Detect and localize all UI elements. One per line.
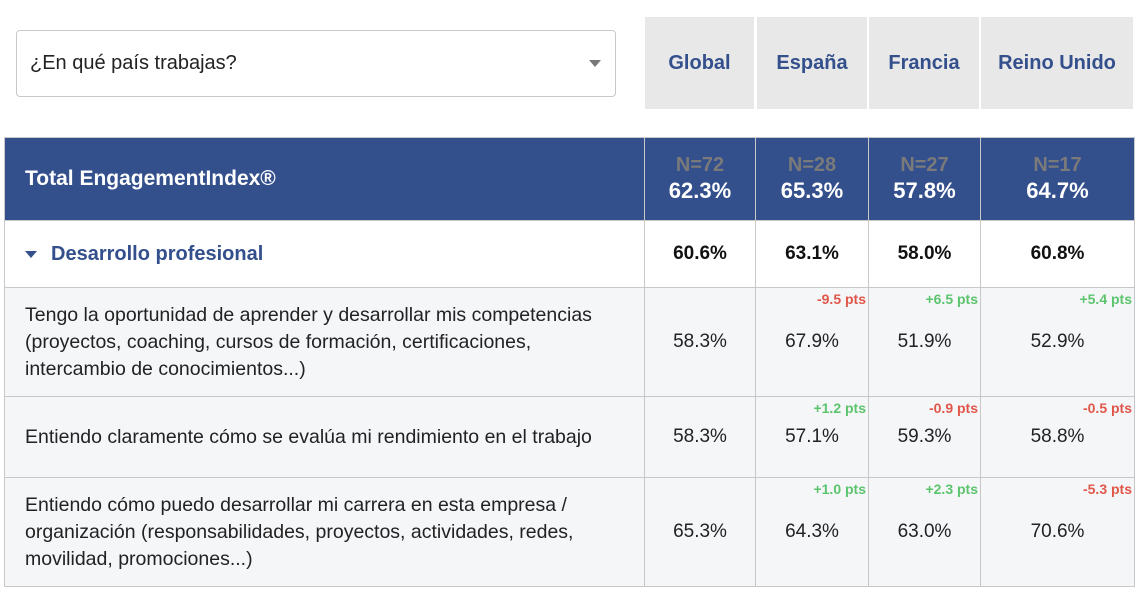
value: 58.3% [673, 331, 727, 352]
value: 59.3% [897, 426, 952, 447]
question-label: Tengo la oportunidad de aprender y desar… [4, 287, 645, 397]
total-cell: N=28 65.3% [755, 137, 869, 221]
value-cell: 58.3% [644, 396, 756, 478]
sample-size: N=17 [1033, 154, 1082, 176]
value: 58.3% [673, 426, 727, 447]
value-cell: -5.3 pts 70.6% [980, 477, 1135, 587]
delta: -9.5 pts [816, 291, 866, 307]
column-header-global[interactable]: Global [645, 17, 754, 109]
value-cell: +1.0 pts 64.3% [755, 477, 869, 587]
delta: +2.3 pts [925, 481, 978, 497]
value: 63.0% [897, 521, 952, 542]
category-value: 60.8% [980, 220, 1135, 288]
sample-size: N=72 [675, 154, 725, 176]
delta: +6.5 pts [925, 291, 978, 307]
sample-size: N=27 [900, 154, 949, 176]
value-cell: +6.5 pts 51.9% [868, 287, 981, 397]
table-row: Entiendo cómo puedo desarrollar mi carre… [4, 477, 1135, 587]
question-label: Entiendo claramente cómo se evalúa mi re… [4, 396, 645, 478]
table-row: Entiendo claramente cómo se evalúa mi re… [4, 396, 1135, 478]
column-header-francia[interactable]: Francia [869, 17, 979, 109]
category-value: 58.0% [868, 220, 981, 288]
total-label: Total EngagementIndex® [4, 137, 645, 221]
value: 51.9% [897, 331, 952, 352]
value: 58.8% [1030, 426, 1085, 447]
total-cell: N=72 62.3% [644, 137, 756, 221]
chevron-down-icon [589, 60, 601, 67]
category-value: 63.1% [755, 220, 869, 288]
delta: -0.9 pts [928, 400, 978, 416]
value-cell: 58.3% [644, 287, 756, 397]
sample-size: N=28 [787, 154, 837, 176]
total-cell: N=27 57.8% [868, 137, 981, 221]
value: 64.3% [785, 521, 839, 542]
total-value: 64.7% [1026, 178, 1089, 203]
category-row[interactable]: Desarrollo profesional 60.6% 63.1% 58.0%… [4, 220, 1135, 288]
delta: +1.2 pts [813, 400, 866, 416]
category-label: Desarrollo profesional [51, 242, 264, 265]
total-value: 57.8% [893, 178, 956, 203]
question-label: Entiendo cómo puedo desarrollar mi carre… [4, 477, 645, 587]
category-toggle[interactable]: Desarrollo profesional [4, 220, 645, 288]
value: 57.1% [785, 426, 839, 447]
total-value: 62.3% [668, 178, 732, 203]
caret-down-icon [25, 250, 37, 258]
column-header-reino-unido[interactable]: Reino Unido [981, 17, 1133, 109]
total-value: 65.3% [780, 178, 844, 203]
table-row: Tengo la oportunidad de aprender y desar… [4, 287, 1135, 397]
value: 67.9% [785, 331, 839, 352]
country-select-label: ¿En qué país trabajas? [30, 52, 237, 74]
value-cell: +5.4 pts 52.9% [980, 287, 1135, 397]
value: 65.3% [673, 521, 727, 542]
value-cell: +2.3 pts 63.0% [868, 477, 981, 587]
value-cell: -0.5 pts 58.8% [980, 396, 1135, 478]
value: 70.6% [1030, 521, 1085, 542]
category-value: 60.6% [644, 220, 756, 288]
country-select[interactable]: ¿En qué país trabajas? [16, 30, 616, 97]
value-cell: 65.3% [644, 477, 756, 587]
value: 52.9% [1030, 331, 1085, 352]
delta: -5.3 pts [1082, 481, 1132, 497]
delta: +1.0 pts [813, 481, 866, 497]
engagement-table: Total EngagementIndex® N=72 62.3% N=28 65.… [4, 137, 1135, 587]
value-cell: -9.5 pts 67.9% [755, 287, 869, 397]
column-header-espana[interactable]: España [757, 17, 867, 109]
value-cell: +1.2 pts 57.1% [755, 396, 869, 478]
total-row: Total EngagementIndex® N=72 62.3% N=28 65.… [4, 137, 1135, 221]
value-cell: -0.9 pts 59.3% [868, 396, 981, 478]
delta: +5.4 pts [1079, 291, 1132, 307]
delta: -0.5 pts [1082, 400, 1132, 416]
total-cell: N=17 64.7% [980, 137, 1135, 221]
